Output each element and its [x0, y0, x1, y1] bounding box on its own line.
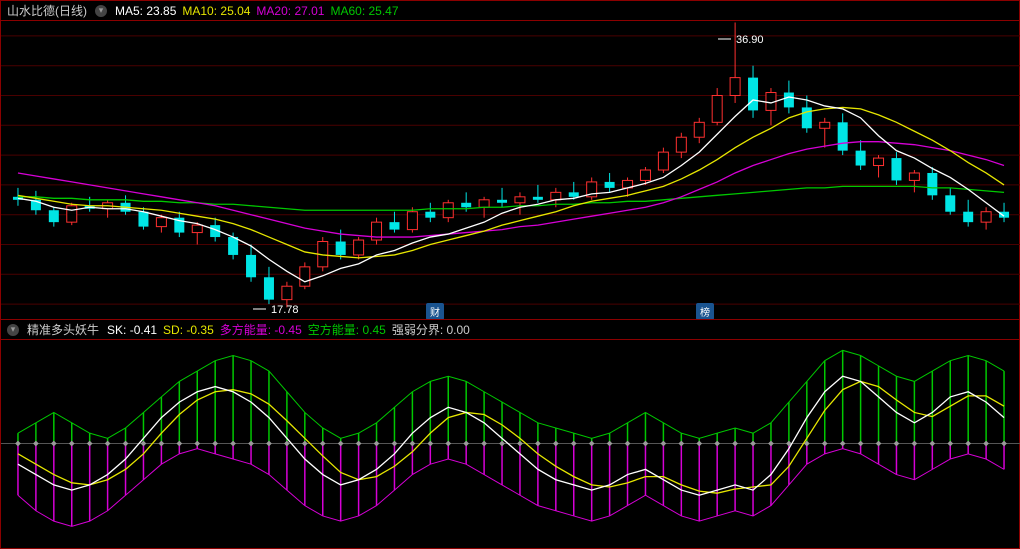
chart-tag: 财 [426, 303, 444, 320]
chart-title: 山水比德(日线) [7, 2, 87, 19]
candlestick-panel[interactable]: 山水比德(日线) ▾ MA5: 23.85MA10: 25.04MA20: 27… [1, 1, 1019, 319]
main-header: 山水比德(日线) ▾ MA5: 23.85MA10: 25.04MA20: 27… [1, 1, 1019, 21]
chart-tag: 榜 [696, 303, 714, 320]
candlestick-chart[interactable]: 36.90 17.78 [1, 21, 1020, 319]
expand-icon[interactable]: ▾ [7, 324, 19, 336]
ma-labels: MA5: 23.85MA10: 25.04MA20: 27.01MA60: 25… [115, 4, 405, 18]
expand-icon[interactable]: ▾ [95, 5, 107, 17]
sub-header: ▾ 精准多头妖牛 SK: -0.41SD: -0.35多方能量: -0.45空方… [1, 320, 1019, 340]
indicator-title: 精准多头妖牛 [27, 321, 99, 338]
svg-text:36.90: 36.90 [736, 34, 764, 46]
indicator-labels: SK: -0.41SD: -0.35多方能量: -0.45空方能量: 0.45强… [107, 321, 476, 338]
indicator-panel[interactable]: ▾ 精准多头妖牛 SK: -0.41SD: -0.35多方能量: -0.45空方… [1, 319, 1019, 548]
svg-text:17.78: 17.78 [271, 304, 299, 316]
indicator-chart[interactable] [1, 340, 1020, 547]
